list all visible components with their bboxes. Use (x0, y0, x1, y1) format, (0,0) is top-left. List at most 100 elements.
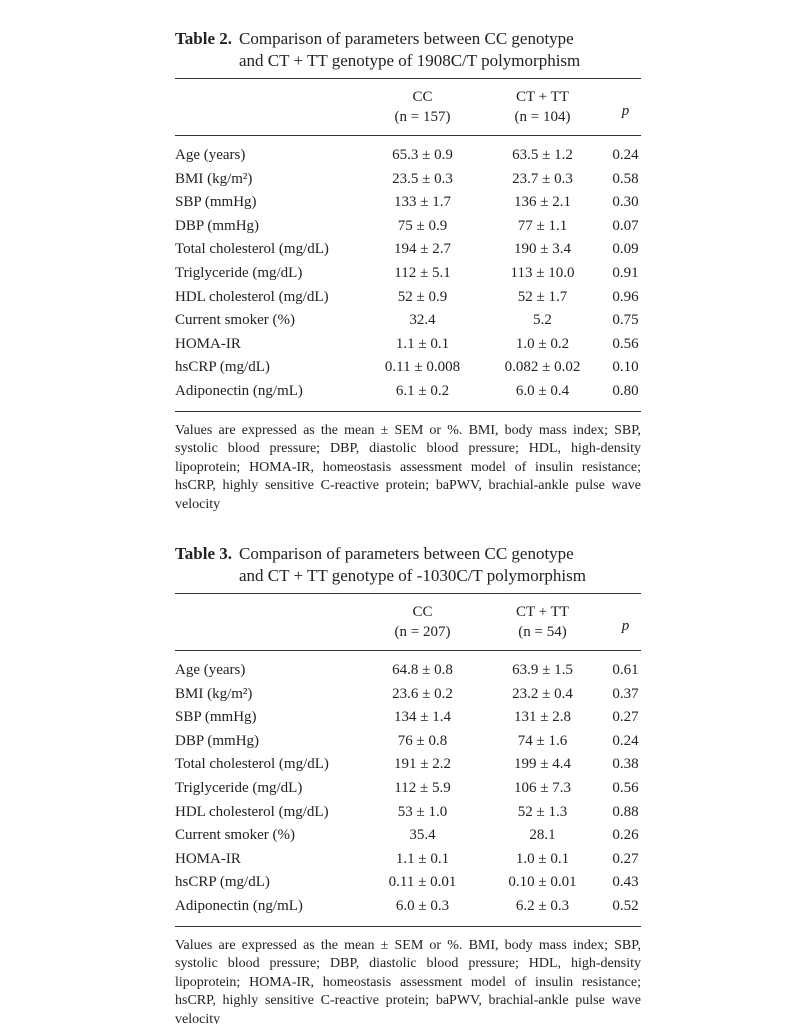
row-label: Total cholesterol (mg/dL) (175, 756, 329, 773)
table-body: Age (years) 64.8 ± 0.8 63.9 ± 1.5 0.61 BMI (… (175, 651, 641, 926)
table-row: Age (years) 65.3 ± 0.9 63.5 ± 1.2 0.24 (175, 144, 641, 168)
table-row: DBP (mmHg) 75 ± 0.9 77 ± 1.1 0.07 (175, 215, 641, 239)
value-cell: 0.80 (612, 382, 639, 399)
bottom-rule (175, 925, 641, 927)
value-cell: 0.11 ± 0.008 (384, 359, 461, 376)
table-row: Current smoker (%) 35.4 28.1 0.26 (175, 824, 641, 848)
table-row: hsCRP (mg/dL) 0.11 ± 0.008 0.082 ± 0.02 0.1… (175, 356, 641, 380)
value-cell: 53 ± 1.0 (397, 803, 448, 820)
row-label: hsCRP (mg/dL) (175, 874, 270, 891)
value-cell: 6.0 ± 0.3 (395, 897, 450, 914)
value-cell: 0.10 (612, 359, 639, 376)
header-line: CT + TT (516, 604, 569, 620)
value-cell: 112 ± 5.9 (394, 779, 451, 796)
row-label: Age (years) (175, 662, 246, 678)
value-cell: 28.1 (529, 827, 556, 844)
caption-text: Comparison of parameters between CC geno… (239, 28, 580, 72)
caption-line: and CT + TT genotype of -1030C/T polymor… (239, 566, 586, 585)
value-cell: 76 ± 0.8 (397, 732, 448, 749)
value-cell: 0.26 (612, 827, 639, 844)
value-cell: 199 ± 4.4 (514, 756, 571, 773)
row-label: Triglyceride (mg/dL) (175, 779, 303, 796)
value-cell: 136 ± 2.1 (514, 194, 571, 211)
value-cell: 0.24 (612, 147, 639, 163)
table-row: DBP (mmHg) 76 ± 0.8 74 ± 1.6 0.24 (175, 730, 641, 754)
value-cell: 52 ± 0.9 (397, 288, 448, 305)
header-rule (175, 650, 641, 651)
value-cell: 6.1 ± 0.2 (395, 382, 450, 399)
table-label: Table 2. (175, 29, 233, 48)
value-cell: 6.0 ± 0.4 (515, 382, 570, 399)
value-cell: 0.09 (612, 241, 639, 258)
value-cell: 23.6 ± 0.2 (392, 685, 453, 702)
value-cell: 32.4 (409, 312, 436, 329)
row-label: Current smoker (%) (175, 312, 295, 329)
table-section: Table 2. Comparison of parameters between… (175, 28, 641, 514)
caption-text: Comparison of parameters between CC geno… (239, 543, 586, 587)
value-cell: 0.52 (612, 897, 639, 914)
value-cell: 0.38 (612, 756, 639, 773)
value-cell: 131 ± 2.8 (514, 709, 571, 726)
row-label: DBP (mmHg) (175, 217, 260, 234)
table-row: SBP (mmHg) 134 ± 1.4 131 ± 2.8 0.27 (175, 706, 641, 730)
table-row: SBP (mmHg) 133 ± 1.7 136 ± 2.1 0.30 (175, 191, 641, 215)
table-row: Adiponectin (ng/mL) 6.0 ± 0.3 6.2 ± 0.3 0.5… (175, 895, 641, 919)
table-row: Age (years) 64.8 ± 0.8 63.9 ± 1.5 0.61 (175, 659, 641, 683)
value-cell: 52 ± 1.7 (517, 288, 568, 305)
value-cell: 134 ± 1.4 (394, 709, 451, 726)
row-label: Current smoker (%) (175, 827, 295, 844)
row-label: SBP (mmHg) (175, 194, 257, 211)
value-cell: 0.88 (612, 803, 639, 820)
value-cell: 190 ± 3.4 (514, 241, 571, 258)
row-label: Adiponectin (ng/mL) (175, 897, 303, 914)
value-cell: 0.58 (612, 170, 639, 187)
table-row: HOMA-IR 1.1 ± 0.1 1.0 ± 0.1 0.27 (175, 848, 641, 872)
header-cell: CC (n = 207) (370, 602, 475, 650)
value-cell: 0.27 (612, 850, 639, 867)
value-cell: 0.30 (612, 194, 639, 211)
row-label: HOMA-IR (175, 850, 241, 867)
header-line: (n = 104) (514, 109, 571, 125)
value-cell: 35.4 (409, 827, 436, 844)
value-cell: 77 ± 1.1 (517, 217, 568, 234)
header-blank (175, 87, 370, 135)
value-cell: 0.24 (612, 732, 639, 749)
header-line: CC (412, 604, 433, 620)
table-row: Triglyceride (mg/dL) 112 ± 5.9 106 ± 7.3 0.… (175, 777, 641, 801)
table-section: Table 3. Comparison of parameters between… (175, 543, 641, 1024)
row-label: Total cholesterol (mg/dL) (175, 241, 329, 258)
header-line: CT + TT (516, 89, 569, 105)
table-label: Table 3. (175, 544, 233, 563)
value-cell: 191 ± 2.2 (394, 756, 451, 773)
row-label: HDL cholesterol (mg/dL) (175, 288, 329, 305)
header-cell: p (610, 616, 641, 636)
top-rule (175, 593, 641, 594)
row-label: DBP (mmHg) (175, 732, 260, 749)
table-row: BMI (kg/m²) 23.6 ± 0.2 23.2 ± 0.4 0.37 (175, 683, 641, 707)
table-row: hsCRP (mg/dL) 0.11 ± 0.01 0.10 ± 0.01 0.43 (175, 871, 641, 895)
header-line: (n = 207) (394, 624, 451, 640)
value-cell: 65.3 ± 0.9 (392, 147, 453, 163)
caption-line: Comparison of parameters between CC geno… (239, 544, 574, 563)
header-cell: CT + TT (n = 54) (475, 602, 610, 650)
table-row: Total cholesterol (mg/dL) 191 ± 2.2 199 ± … (175, 753, 641, 777)
header-line: (n = 157) (394, 109, 451, 125)
top-rule (175, 78, 641, 79)
value-cell: 0.91 (612, 264, 639, 281)
value-cell: 64.8 ± 0.8 (392, 662, 453, 678)
table-body: Age (years) 65.3 ± 0.9 63.5 ± 1.2 0.24 BMI (… (175, 136, 641, 411)
value-cell: 0.10 ± 0.01 (508, 874, 577, 891)
value-cell: 1.1 ± 0.1 (395, 850, 450, 867)
value-cell: 0.56 (612, 779, 639, 796)
value-cell: 6.2 ± 0.3 (515, 897, 570, 914)
table-row: Total cholesterol (mg/dL) 194 ± 2.7 190 ± … (175, 238, 641, 262)
table-row: Current smoker (%) 32.4 5.2 0.75 (175, 309, 641, 333)
value-cell: 0.96 (612, 288, 639, 305)
value-cell: 0.07 (612, 217, 639, 234)
value-cell: 1.0 ± 0.2 (515, 335, 570, 352)
value-cell: 1.0 ± 0.1 (515, 850, 570, 867)
value-cell: 23.5 ± 0.3 (392, 170, 453, 187)
value-cell: 113 ± 10.0 (510, 264, 575, 281)
header-line: p (621, 618, 630, 634)
value-cell: 0.43 (612, 874, 639, 891)
